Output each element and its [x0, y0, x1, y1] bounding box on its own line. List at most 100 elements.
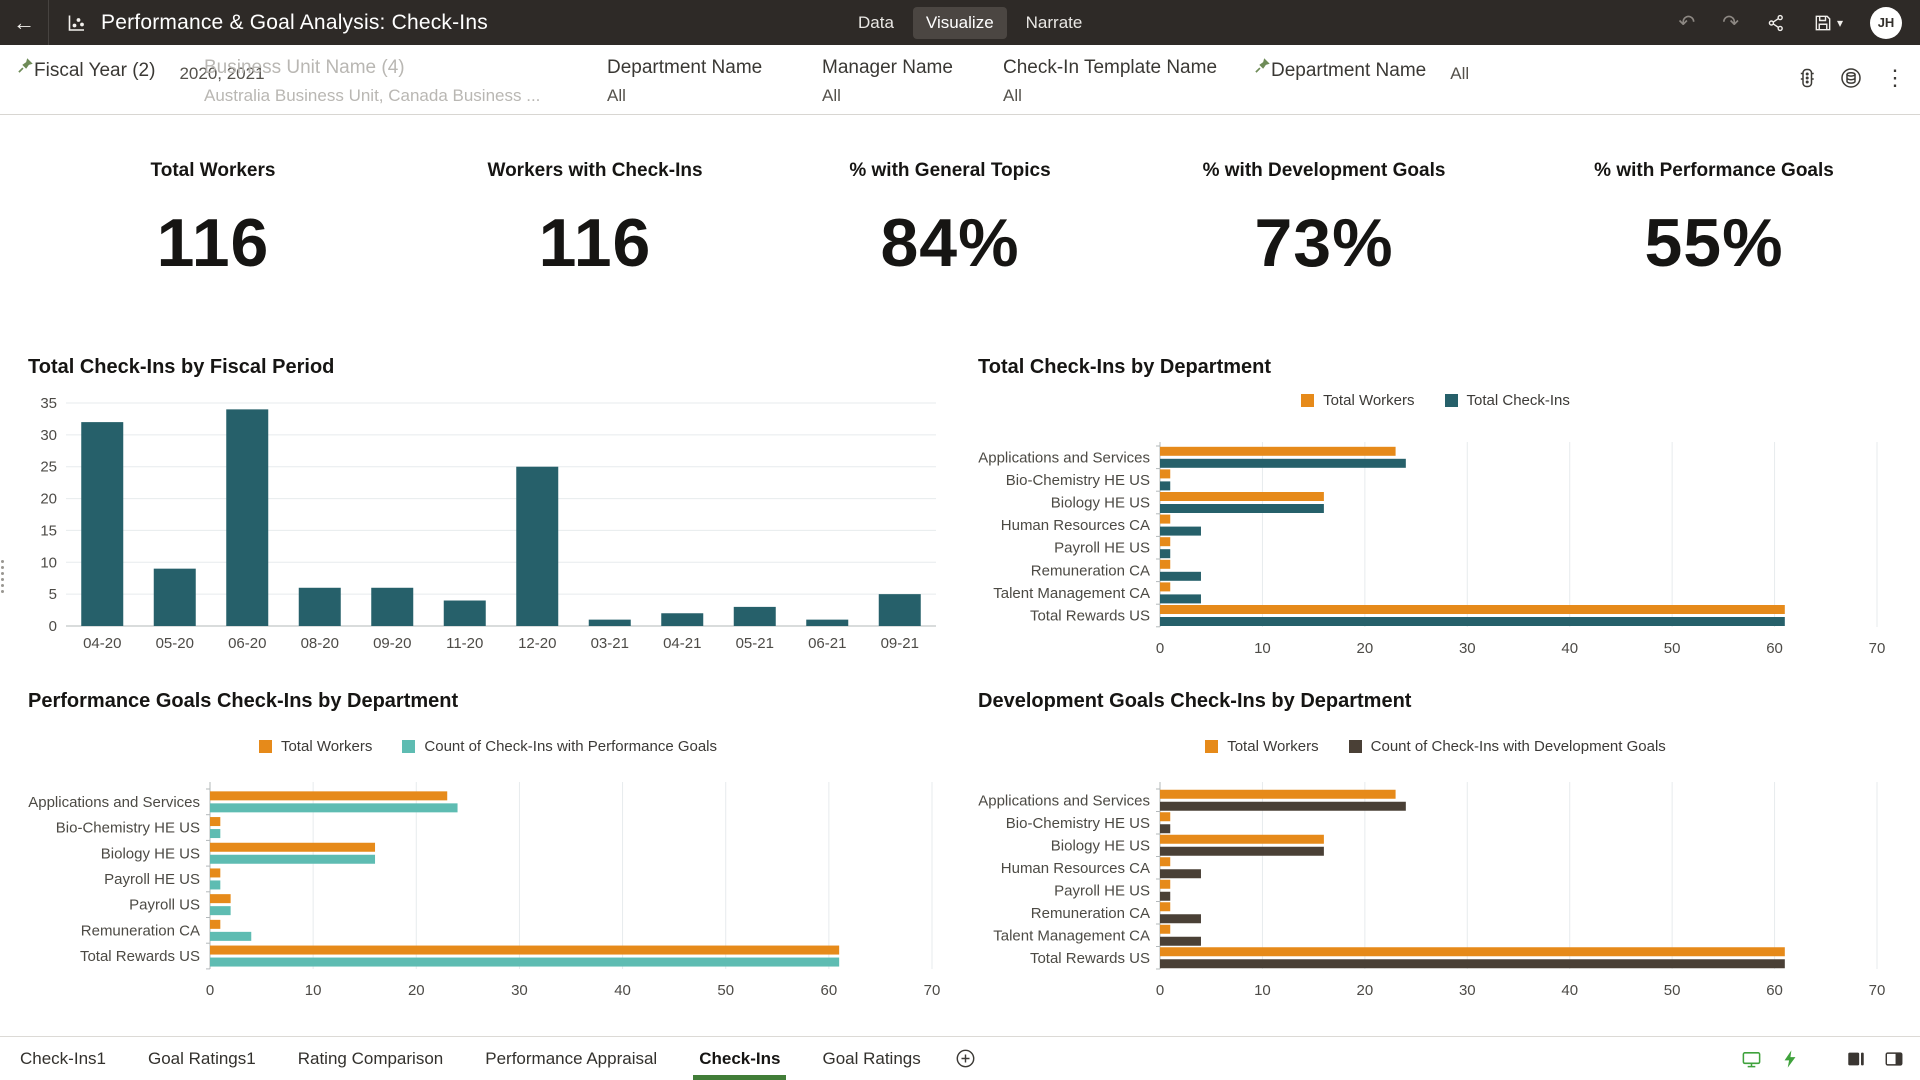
kpi-row: Total Workers 116 Workers with Check-Ins 11… [0, 116, 1920, 326]
bar-biology-he-us-s1[interactable] [1160, 846, 1324, 856]
bar-remuneration-ca-s0[interactable] [1160, 559, 1171, 569]
canvas-tab-goal-ratings[interactable]: Goal Ratings [822, 1037, 920, 1080]
data-info-icon[interactable] [1840, 67, 1862, 89]
filter-department-name[interactable]: Department Name All [607, 57, 762, 106]
canvas-tab-rating-comparison[interactable]: Rating Comparison [298, 1037, 444, 1080]
bar-payroll-he-us-s1[interactable] [210, 880, 221, 890]
canvas-tab-performance-appraisal[interactable]: Performance Appraisal [485, 1037, 657, 1080]
canvas-resize-handle[interactable] [1, 560, 4, 593]
bar-talent-management-ca-s1[interactable] [1160, 594, 1201, 604]
filter-fiscal-year-2[interactable]: Fiscal Year (2) 2020, 2021 [17, 57, 265, 84]
bar-06-21[interactable] [806, 619, 849, 626]
bar-payroll-he-us-s0[interactable] [210, 868, 221, 878]
bar-09-21[interactable] [878, 594, 921, 626]
development-goals-chart[interactable]: 0 10 20 30 40 50 60 70 Applications and Services… [978, 780, 1893, 1001]
bar-total-rewards-us-s0[interactable] [1160, 605, 1785, 614]
bar-applications-and-services-s0[interactable] [1160, 446, 1396, 456]
undo-icon[interactable]: ↶ [1678, 11, 1696, 34]
bar-08-20[interactable] [298, 587, 341, 626]
bar-remuneration-ca-s1[interactable] [1160, 571, 1201, 581]
legend-item[interactable]: Total Workers [1301, 392, 1415, 409]
pin-icon [1255, 58, 1270, 73]
bar-total-rewards-us-s0[interactable] [210, 945, 840, 955]
bar-human-resources-ca-s0[interactable] [1160, 514, 1171, 524]
by-department-chart[interactable]: 0 10 20 30 40 50 60 70 Applications and Services… [978, 440, 1893, 659]
filter-check-in-template-name[interactable]: Check-In Template Name All [1003, 57, 1217, 106]
back-button[interactable]: ← [0, 0, 48, 45]
bar-payroll-he-us-s0[interactable] [1160, 537, 1171, 547]
bar-remuneration-ca-s0[interactable] [210, 919, 221, 929]
bar-applications-and-services-s0[interactable] [210, 791, 448, 801]
share-icon[interactable] [1766, 13, 1786, 33]
bar-05-20[interactable] [153, 568, 196, 626]
legend-item[interactable]: Count of Check-Ins with Performance Goal… [402, 738, 717, 755]
bar-talent-management-ca-s1[interactable] [1160, 936, 1201, 946]
canvas-layout-icon[interactable] [1846, 1049, 1866, 1069]
filter-department-name[interactable]: Department Name All [1254, 57, 1469, 84]
canvas-tab-check-ins[interactable]: Check-Ins [693, 1037, 787, 1080]
bar-payroll-he-us-s1[interactable] [1160, 891, 1171, 901]
bar-total-rewards-us-s1[interactable] [1160, 617, 1785, 626]
fiscal-period-chart[interactable]: 35 30 25 20 15 10 5 0 04-20 05-20 06-20 08-20 09-20 1… [28, 380, 948, 662]
filter-business-unit-name-4[interactable]: Business Unit Name (4) Australia Business… [204, 57, 540, 106]
bar-04-21[interactable] [661, 613, 704, 626]
bar-bio-chemistry-he-us-s1[interactable] [1160, 824, 1171, 834]
bar-human-resources-ca-s0[interactable] [1160, 857, 1171, 867]
bar-12-20[interactable] [516, 466, 559, 626]
bar-05-21[interactable] [733, 606, 776, 626]
bar-biology-he-us-s0[interactable] [1160, 492, 1324, 501]
bar-bio-chemistry-he-us-s1[interactable] [210, 829, 221, 839]
bar-04-20[interactable] [81, 422, 124, 626]
redo-icon[interactable]: ↷ [1722, 11, 1739, 34]
save-button[interactable]: ▾ [1813, 13, 1843, 33]
bar-bio-chemistry-he-us-s0[interactable] [210, 817, 221, 827]
bar-talent-management-ca-s0[interactable] [1160, 582, 1171, 592]
bar-biology-he-us-s1[interactable] [210, 854, 376, 864]
bar-biology-he-us-s0[interactable] [210, 842, 376, 852]
bar-human-resources-ca-s1[interactable] [1160, 869, 1201, 879]
bar-applications-and-services-s1[interactable] [1160, 458, 1406, 468]
bar-remuneration-ca-s0[interactable] [1160, 902, 1171, 912]
bar-biology-he-us-s0[interactable] [1160, 834, 1324, 844]
bar-bio-chemistry-he-us-s1[interactable] [1160, 481, 1171, 491]
legend-item[interactable]: Total Workers [258, 738, 372, 755]
legend-item[interactable]: Total Check-Ins [1444, 392, 1570, 409]
bar-applications-and-services-s0[interactable] [1160, 789, 1396, 799]
add-canvas-icon[interactable] [955, 1048, 976, 1069]
interactions-icon[interactable] [1780, 1049, 1800, 1069]
bar-total-rewards-us-s1[interactable] [210, 957, 840, 967]
bar-applications-and-services-s1[interactable] [1160, 801, 1406, 811]
present-mode-icon[interactable] [1741, 1049, 1762, 1070]
filter-manager-name[interactable]: Manager Name All [822, 57, 953, 106]
performance-goals-chart[interactable]: 0 10 20 30 40 50 60 70 Applications and Services… [28, 780, 948, 1001]
bar-06-20[interactable] [226, 409, 269, 626]
bar-payroll-us-s1[interactable] [210, 906, 231, 916]
mode-tab-visualize[interactable]: Visualize [912, 6, 1007, 39]
bar-human-resources-ca-s1[interactable] [1160, 526, 1201, 536]
more-options-icon[interactable]: ⋮ [1884, 65, 1906, 90]
bar-payroll-us-s0[interactable] [210, 894, 231, 904]
bar-11-20[interactable] [443, 600, 486, 626]
bar-bio-chemistry-he-us-s0[interactable] [1160, 812, 1171, 822]
split-layout-icon[interactable] [1884, 1049, 1904, 1069]
bar-bio-chemistry-he-us-s0[interactable] [1160, 469, 1171, 479]
bar-talent-management-ca-s0[interactable] [1160, 924, 1171, 934]
avatar[interactable]: JH [1870, 6, 1902, 39]
bar-09-20[interactable] [371, 587, 414, 626]
bar-total-rewards-us-s0[interactable] [1160, 947, 1785, 957]
legend-item[interactable]: Count of Check-Ins with Development Goal… [1348, 738, 1666, 755]
mode-tab-data[interactable]: Data [845, 7, 907, 39]
bar-remuneration-ca-s1[interactable] [210, 931, 252, 941]
bar-03-21[interactable] [588, 619, 631, 626]
bar-applications-and-services-s1[interactable] [210, 803, 458, 813]
bar-payroll-he-us-s0[interactable] [1160, 879, 1171, 889]
bar-total-rewards-us-s1[interactable] [1160, 959, 1785, 969]
canvas-tab-goal-ratings1[interactable]: Goal Ratings1 [148, 1037, 256, 1080]
bar-biology-he-us-s1[interactable] [1160, 504, 1324, 513]
auto-insights-icon[interactable] [1796, 67, 1818, 89]
bar-payroll-he-us-s1[interactable] [1160, 549, 1171, 559]
mode-tab-narrate[interactable]: Narrate [1013, 7, 1096, 39]
bar-remuneration-ca-s1[interactable] [1160, 914, 1201, 924]
legend-item[interactable]: Total Workers [1205, 738, 1319, 755]
canvas-tab-check-ins1[interactable]: Check-Ins1 [20, 1037, 106, 1080]
